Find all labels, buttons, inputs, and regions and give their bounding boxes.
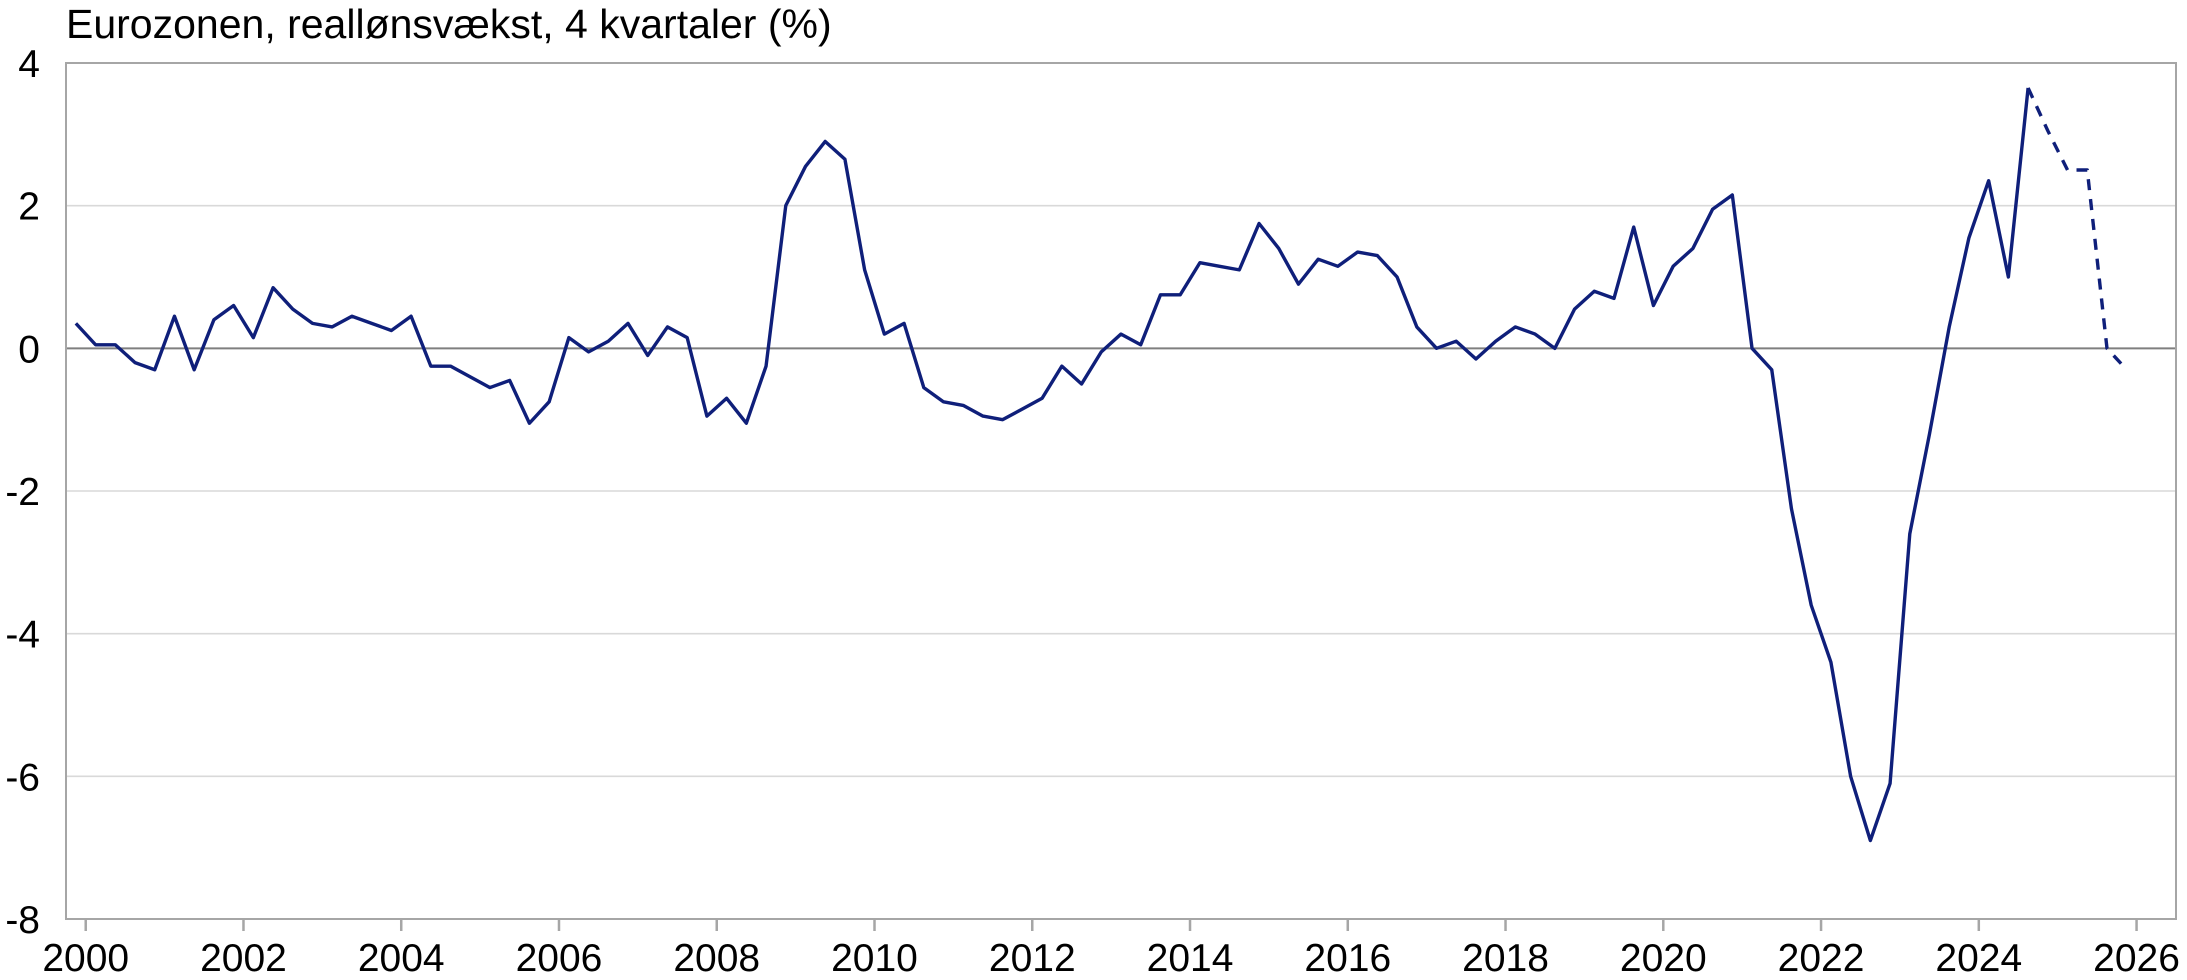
y-tick-label: -4 xyxy=(5,614,40,657)
y-tick-label: -2 xyxy=(5,471,40,514)
x-tick-label: 2020 xyxy=(1620,937,1707,980)
x-tick-label: 2024 xyxy=(1935,937,2022,980)
data-line xyxy=(74,87,2030,843)
x-tick-label: 2008 xyxy=(673,937,760,980)
x-tick-label: 2006 xyxy=(516,937,603,980)
x-tick-label: 2022 xyxy=(1778,937,1865,980)
y-tick-label: 4 xyxy=(18,43,40,86)
x-tick-label: 2026 xyxy=(2093,937,2180,980)
chart-title: Eurozonen, reallønsvækst, 4 kvartaler (%… xyxy=(66,1,832,47)
x-tick-label: 2016 xyxy=(1304,937,1391,980)
y-tick-label: -6 xyxy=(5,756,40,799)
x-tick-label: 2002 xyxy=(200,937,287,980)
data-line xyxy=(2026,87,2128,371)
x-tick-label: 2004 xyxy=(358,937,445,980)
y-tick-label: 0 xyxy=(18,328,40,371)
x-tick-label: 2012 xyxy=(989,937,1076,980)
y-tick-label: 2 xyxy=(18,186,40,229)
x-tick-label: 2018 xyxy=(1462,937,1549,980)
x-tick-label: 2010 xyxy=(831,937,918,980)
x-tick-label: 2014 xyxy=(1147,937,1234,980)
y-tick-label: -8 xyxy=(5,899,40,942)
plot-border xyxy=(65,62,2177,920)
x-tick-label: 2000 xyxy=(42,937,129,980)
